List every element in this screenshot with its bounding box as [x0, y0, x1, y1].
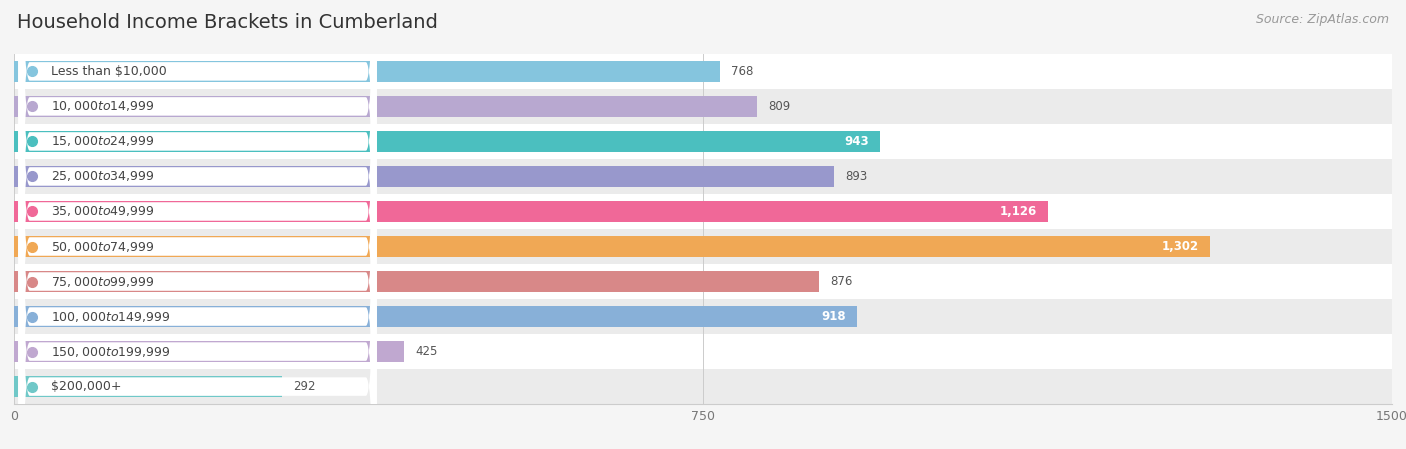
Text: Source: ZipAtlas.com: Source: ZipAtlas.com — [1256, 13, 1389, 26]
Text: $200,000+: $200,000+ — [51, 380, 121, 393]
FancyBboxPatch shape — [18, 0, 377, 449]
Bar — [14, 89, 1392, 124]
Bar — [14, 166, 834, 187]
Text: $15,000 to $24,999: $15,000 to $24,999 — [51, 134, 155, 149]
Bar — [14, 229, 1392, 264]
Bar — [14, 341, 405, 362]
FancyBboxPatch shape — [18, 0, 377, 449]
Text: 918: 918 — [821, 310, 846, 323]
Text: 809: 809 — [768, 100, 790, 113]
Bar — [14, 201, 1049, 222]
Text: $10,000 to $14,999: $10,000 to $14,999 — [51, 99, 155, 114]
Text: 1,126: 1,126 — [1000, 205, 1038, 218]
FancyBboxPatch shape — [18, 0, 377, 449]
Text: 876: 876 — [830, 275, 852, 288]
Text: $100,000 to $149,999: $100,000 to $149,999 — [51, 309, 170, 324]
Bar — [14, 271, 818, 292]
FancyBboxPatch shape — [18, 0, 377, 449]
Bar — [14, 236, 1211, 257]
Text: 893: 893 — [845, 170, 868, 183]
Text: 1,302: 1,302 — [1161, 240, 1199, 253]
Bar — [14, 376, 283, 397]
Bar — [14, 96, 758, 117]
FancyBboxPatch shape — [18, 0, 377, 449]
Text: $25,000 to $34,999: $25,000 to $34,999 — [51, 169, 155, 184]
Bar — [14, 194, 1392, 229]
Bar — [14, 54, 1392, 89]
Bar — [14, 369, 1392, 404]
Bar — [14, 131, 880, 152]
FancyBboxPatch shape — [18, 0, 377, 449]
Text: $50,000 to $74,999: $50,000 to $74,999 — [51, 239, 155, 254]
Text: 943: 943 — [845, 135, 869, 148]
Bar — [14, 159, 1392, 194]
Bar — [14, 264, 1392, 299]
FancyBboxPatch shape — [18, 0, 377, 449]
Bar — [14, 61, 720, 82]
FancyBboxPatch shape — [18, 0, 377, 449]
Text: 768: 768 — [731, 65, 754, 78]
FancyBboxPatch shape — [18, 0, 377, 449]
Text: $35,000 to $49,999: $35,000 to $49,999 — [51, 204, 155, 219]
Text: $150,000 to $199,999: $150,000 to $199,999 — [51, 344, 170, 359]
Bar — [14, 306, 858, 327]
Bar — [14, 124, 1392, 159]
Bar — [14, 299, 1392, 334]
Text: $75,000 to $99,999: $75,000 to $99,999 — [51, 274, 155, 289]
FancyBboxPatch shape — [18, 0, 377, 449]
Text: 425: 425 — [416, 345, 437, 358]
Text: Less than $10,000: Less than $10,000 — [51, 65, 166, 78]
Text: 292: 292 — [294, 380, 316, 393]
Bar — [14, 334, 1392, 369]
Text: Household Income Brackets in Cumberland: Household Income Brackets in Cumberland — [17, 13, 437, 32]
